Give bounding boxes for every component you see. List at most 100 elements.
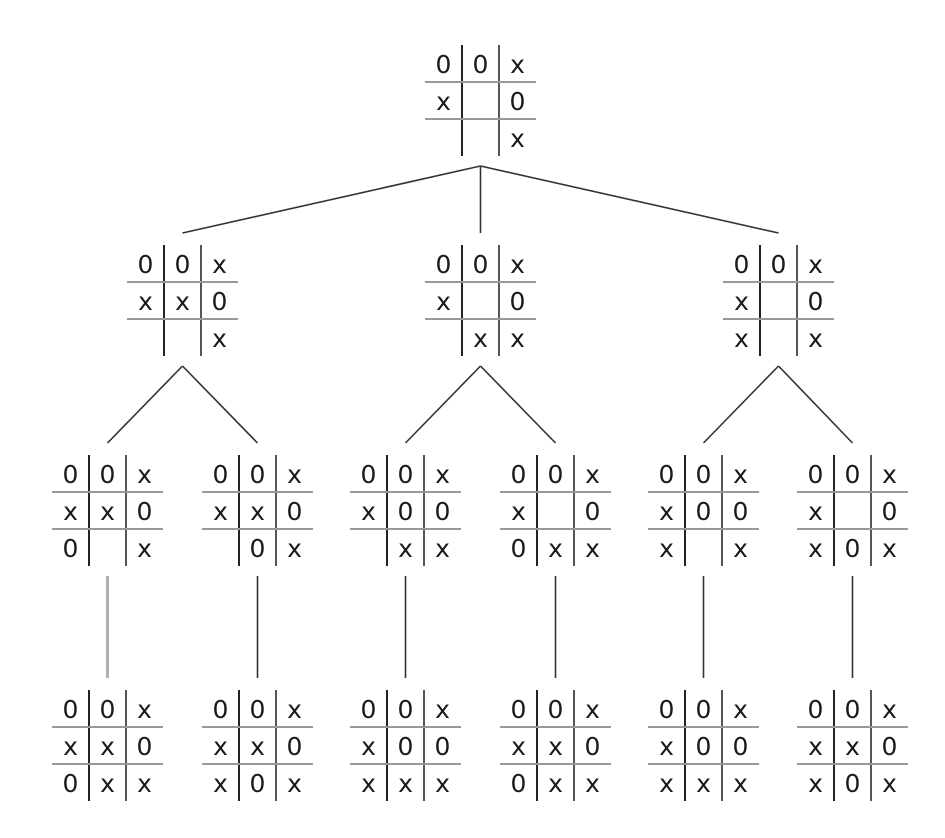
board-cell-c1-0-2: x (733, 460, 748, 489)
board-cell-b2x-0-1: 0 (548, 695, 564, 724)
board-cell-a2-0-0: 0 (213, 460, 229, 489)
board-cell-a-0-2: x (212, 250, 227, 279)
board-cell-c2-1-0: x (808, 497, 823, 526)
board-cell-c1-2-0: x (659, 534, 674, 563)
board-cell-b-1-0: x (436, 287, 451, 316)
tree-boards: 0 0 xx 0x0 0 xx x 0x0 0 xx 0x x0 0 xx 0x x0 0 xx x 00 x0 0 xx x… (52, 45, 908, 801)
board-cell-c2x-2-0: x (808, 769, 823, 798)
board-cell-c2-1-2: 0 (882, 497, 898, 526)
board-cell-b2x-1-2: 0 (585, 732, 601, 761)
board-cell-a2x-0-2: x (287, 695, 302, 724)
board-cell-c2-0-0: 0 (808, 460, 824, 489)
tree-edge-root-c (481, 166, 779, 233)
board-cell-c2x-0-0: 0 (808, 695, 824, 724)
board-cell-b1x-0-2: x (435, 695, 450, 724)
board-a1x: 0 0 xx x 00 x x (52, 690, 163, 801)
board-cell-b1x-2-2: x (435, 769, 450, 798)
board-c2: 0 0 xx 0x 0 x (797, 455, 908, 566)
board-cell-a1x-2-1: x (100, 769, 115, 798)
board-cell-a2-2-2: x (287, 534, 302, 563)
board-cell-a2x-1-2: 0 (287, 732, 303, 761)
board-cell-c1x-0-2: x (733, 695, 748, 724)
tree-edge-c-c1 (704, 366, 779, 443)
board-cell-b1-0-2: x (435, 460, 450, 489)
board-cell-c2x-0-2: x (882, 695, 897, 724)
board-b1: 0 0 xx 0 0x x (350, 455, 461, 566)
board-cell-a1-1-1: x (100, 497, 115, 526)
board-cell-a-1-0: x (138, 287, 153, 316)
board-cell-a1-1-0: x (63, 497, 78, 526)
board-cell-c1-1-1: 0 (696, 497, 712, 526)
board-cell-b1-2-2: x (435, 534, 450, 563)
board-cell-root-0-2: x (510, 50, 525, 79)
board-cell-b2-2-1: x (548, 534, 563, 563)
board-cell-b-2-2: x (510, 324, 525, 353)
board-cell-b1x-0-0: 0 (361, 695, 377, 724)
board-cell-c2x-1-2: 0 (882, 732, 898, 761)
board-root: 0 0 xx 0x (425, 45, 536, 156)
board-cell-b-0-0: 0 (436, 250, 452, 279)
board-cell-c-0-2: x (808, 250, 823, 279)
board-c1: 0 0 xx 0 0x x (648, 455, 759, 566)
board-cell-b2x-0-0: 0 (511, 695, 527, 724)
board-cell-c1x-1-2: 0 (733, 732, 749, 761)
board-cell-a-2-2: x (212, 324, 227, 353)
board-cell-c2-0-2: x (882, 460, 897, 489)
board-cell-c1-1-2: 0 (733, 497, 749, 526)
board-cell-c2x-1-1: x (845, 732, 860, 761)
board-cell-c-2-0: x (734, 324, 749, 353)
board-cell-b2x-2-1: x (548, 769, 563, 798)
board-b: 0 0 xx 0x x (425, 245, 536, 356)
board-cell-c-0-1: 0 (771, 250, 787, 279)
board-cell-b1x-1-0: x (361, 732, 376, 761)
board-cell-c-2-2: x (808, 324, 823, 353)
board-a2: 0 0 xx x 00 x (202, 455, 313, 566)
board-cell-root-1-0: x (436, 87, 451, 116)
board-b1x: 0 0 xx 0 0x x x (350, 690, 461, 801)
board-cell-c1-2-2: x (733, 534, 748, 563)
board-a: 0 0 xx x 0x (127, 245, 238, 356)
board-cell-a2x-2-0: x (213, 769, 228, 798)
board-cell-c1x-2-2: x (733, 769, 748, 798)
board-cell-a2-0-2: x (287, 460, 302, 489)
board-cell-b1-2-1: x (398, 534, 413, 563)
board-cell-a1x-0-1: 0 (100, 695, 116, 724)
board-cell-c-1-2: 0 (808, 287, 824, 316)
board-cell-a2x-0-1: 0 (250, 695, 266, 724)
board-cell-a1-0-2: x (137, 460, 152, 489)
board-cell-a1x-0-2: x (137, 695, 152, 724)
board-cell-a1x-1-0: x (63, 732, 78, 761)
board-cell-c1x-2-1: x (696, 769, 711, 798)
board-cell-a2-1-1: x (250, 497, 265, 526)
tree-edge-b-b1 (406, 366, 481, 443)
board-cell-b1-1-1: 0 (398, 497, 414, 526)
board-cell-c-1-0: x (734, 287, 749, 316)
board-cell-b2x-0-2: x (585, 695, 600, 724)
board-cell-root-2-2: x (510, 124, 525, 153)
board-cell-c1-0-1: 0 (696, 460, 712, 489)
board-b2: 0 0 xx 00 x x (500, 455, 611, 566)
tree-edge-a-a2 (183, 366, 258, 443)
board-cell-a2x-2-1: 0 (250, 769, 266, 798)
board-cell-a2x-2-2: x (287, 769, 302, 798)
board-cell-b2x-2-0: 0 (511, 769, 527, 798)
board-cell-a1-0-0: 0 (63, 460, 79, 489)
board-cell-a2-1-2: 0 (287, 497, 303, 526)
board-cell-a-1-2: 0 (212, 287, 228, 316)
board-cell-a1x-0-0: 0 (63, 695, 79, 724)
board-cell-c-0-0: 0 (734, 250, 750, 279)
board-cell-b1x-2-0: x (361, 769, 376, 798)
board-cell-a-0-0: 0 (138, 250, 154, 279)
board-cell-c1x-0-0: 0 (659, 695, 675, 724)
board-cell-b2-0-2: x (585, 460, 600, 489)
board-cell-b2-0-1: 0 (548, 460, 564, 489)
board-cell-b2-2-0: 0 (511, 534, 527, 563)
board-cell-b1-1-2: 0 (435, 497, 451, 526)
tree-edge-c-c2 (779, 366, 853, 443)
board-cell-b1x-2-1: x (398, 769, 413, 798)
board-cell-b1-0-0: 0 (361, 460, 377, 489)
board-cell-a2-2-1: 0 (250, 534, 266, 563)
board-cell-b2-1-2: 0 (585, 497, 601, 526)
board-c2x: 0 0 xx x 0x 0 x (797, 690, 908, 801)
